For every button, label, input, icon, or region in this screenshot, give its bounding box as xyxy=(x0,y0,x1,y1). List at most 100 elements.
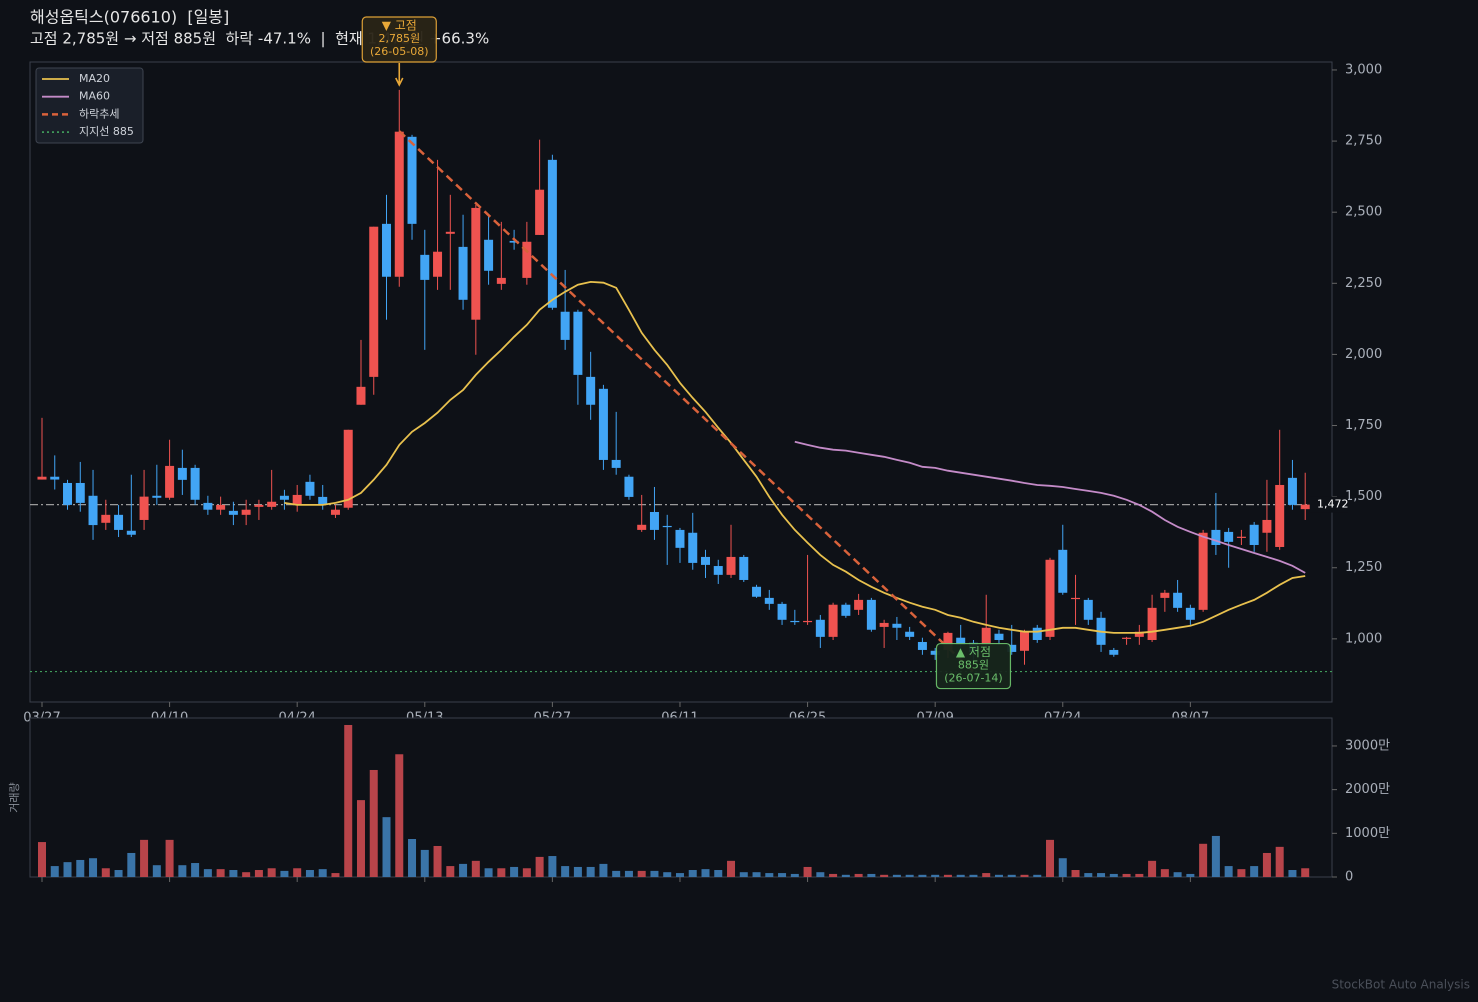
volume-bar xyxy=(905,874,914,877)
last-price-badge xyxy=(1310,496,1348,513)
annotation-value: 2,785원 xyxy=(378,32,420,45)
volume-bar xyxy=(369,769,378,877)
y-tick-label: 1000만 xyxy=(1345,826,1390,841)
candle-body xyxy=(1007,644,1017,652)
ma-line xyxy=(284,280,1306,634)
volume-bar xyxy=(714,870,723,877)
candle-body xyxy=(522,241,532,278)
volume-bar xyxy=(408,838,417,877)
candle-body xyxy=(879,622,889,627)
candle-body xyxy=(1287,477,1297,505)
volume-bar xyxy=(1084,873,1093,877)
volume-bar xyxy=(1122,873,1131,877)
volume-bar xyxy=(229,870,238,877)
volume-bar xyxy=(242,872,251,877)
volume-bar xyxy=(191,863,200,877)
candle-body xyxy=(1275,484,1285,547)
candle-body xyxy=(407,136,417,224)
candle-body xyxy=(573,311,583,375)
volume-bar xyxy=(1288,870,1297,877)
candle-body xyxy=(1185,607,1195,620)
volume-bar xyxy=(854,873,863,877)
candle-body xyxy=(866,599,876,630)
volume-bar xyxy=(114,870,123,877)
volume-bar xyxy=(318,869,327,877)
candle-body xyxy=(330,509,340,515)
candle-body xyxy=(279,495,289,500)
y-tick-label: 0 xyxy=(1345,870,1353,885)
candle-body xyxy=(88,495,98,526)
volume-bar xyxy=(216,869,225,877)
volume-bar xyxy=(1071,870,1080,877)
candle-body xyxy=(752,586,762,597)
candle-body xyxy=(292,494,302,505)
watermark: StockBot Auto Analysis xyxy=(1332,978,1470,992)
candle-body xyxy=(854,599,864,610)
volume-bar xyxy=(267,868,276,877)
annotation-date: (26-07-14) xyxy=(944,672,1003,685)
volume-bar xyxy=(63,862,72,877)
annotation-label: ▲ 저점 xyxy=(956,645,991,659)
candle-body xyxy=(139,496,149,520)
volume-bar xyxy=(1160,869,1169,877)
candle-body xyxy=(216,504,226,510)
legend-label: 하락추세 xyxy=(79,106,119,120)
volume-bar xyxy=(727,860,736,877)
candle-body xyxy=(190,467,200,500)
trend-line xyxy=(398,130,975,673)
candle-body xyxy=(394,131,404,277)
candle-body xyxy=(1198,532,1208,610)
volume-bar xyxy=(880,874,889,877)
candle-body xyxy=(318,496,328,505)
volume-bar xyxy=(790,873,799,877)
candle-body xyxy=(1236,536,1246,538)
volume-bar xyxy=(1135,873,1144,877)
volume-bar xyxy=(956,874,965,877)
candle-body xyxy=(688,532,698,563)
candle-body xyxy=(37,476,47,480)
volume-bar xyxy=(1275,846,1284,877)
volume-bar xyxy=(510,866,519,877)
volume-bar xyxy=(1020,874,1029,877)
candle-body xyxy=(228,510,238,515)
candle-body xyxy=(241,509,251,515)
volume-bar xyxy=(1007,874,1016,877)
volume-bar xyxy=(522,868,531,877)
volume-bar xyxy=(1199,843,1208,877)
candle-body xyxy=(739,556,749,580)
y-tick-label: 2,000 xyxy=(1345,347,1382,362)
candle-body xyxy=(611,459,621,468)
volume-bar xyxy=(1186,873,1195,877)
volume-bar xyxy=(1301,868,1310,877)
candle-body xyxy=(445,231,455,234)
candle-body xyxy=(305,481,315,496)
candle-body xyxy=(203,502,213,510)
candle-body xyxy=(63,482,73,505)
annotation-box xyxy=(361,16,437,63)
candle-body xyxy=(496,277,506,284)
volume-bar xyxy=(1262,852,1271,877)
y-tick-label: 2,500 xyxy=(1345,205,1382,220)
volume-bar xyxy=(663,872,672,877)
y-tick-label: 1,750 xyxy=(1345,418,1382,433)
candle-body xyxy=(484,239,494,271)
volume-bar xyxy=(1237,869,1246,877)
candle-body xyxy=(828,604,838,637)
volume-bar xyxy=(612,870,621,877)
candle-body xyxy=(994,633,1004,640)
candle-body xyxy=(815,619,825,637)
candle-body xyxy=(114,514,124,530)
volume-bar xyxy=(1173,872,1182,877)
candle-body xyxy=(637,524,647,530)
volume-bar xyxy=(816,872,825,877)
volume-bar xyxy=(254,870,263,877)
legend-label: MA20 xyxy=(79,72,110,85)
candle-body xyxy=(662,525,672,528)
candle-body xyxy=(930,650,940,655)
volume-bar xyxy=(497,868,506,877)
candle-body xyxy=(433,251,443,277)
annotation-arrow xyxy=(395,63,404,87)
